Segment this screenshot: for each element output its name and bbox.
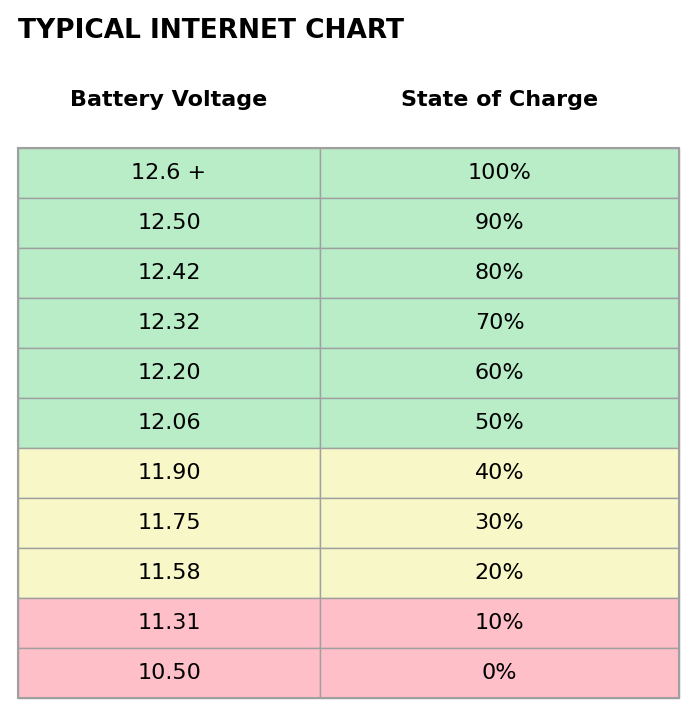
Text: 90%: 90% (475, 213, 524, 233)
Text: 80%: 80% (475, 263, 524, 283)
Text: 11.90: 11.90 (137, 463, 201, 483)
Bar (320, 148, 679, 198)
Text: TYPICAL INTERNET CHART: TYPICAL INTERNET CHART (18, 18, 404, 44)
Text: 60%: 60% (475, 363, 524, 383)
Bar (18, 248, 320, 298)
Bar (18, 548, 320, 598)
Text: 10%: 10% (475, 613, 524, 633)
Bar (320, 448, 679, 498)
Text: 20%: 20% (475, 563, 524, 583)
Text: 40%: 40% (475, 463, 524, 483)
Bar (320, 598, 679, 648)
Bar (320, 398, 679, 448)
Text: 11.31: 11.31 (137, 613, 201, 633)
Bar (18, 348, 320, 398)
Bar (18, 598, 320, 648)
Text: State of Charge: State of Charge (401, 90, 599, 110)
Text: 11.75: 11.75 (137, 513, 201, 533)
Text: Battery Voltage: Battery Voltage (70, 90, 268, 110)
Bar (320, 248, 679, 298)
Bar (18, 148, 679, 698)
Bar (320, 498, 679, 548)
Text: 12.32: 12.32 (137, 313, 201, 333)
Bar (18, 498, 320, 548)
Text: 100%: 100% (468, 163, 531, 183)
Text: 12.20: 12.20 (137, 363, 201, 383)
Bar (320, 648, 679, 698)
Text: 30%: 30% (475, 513, 524, 533)
Text: 12.6 +: 12.6 + (132, 163, 206, 183)
Text: 10.50: 10.50 (137, 663, 201, 683)
Text: 11.58: 11.58 (137, 563, 201, 583)
Text: 0%: 0% (482, 663, 517, 683)
Bar (320, 548, 679, 598)
Bar (320, 198, 679, 248)
Bar (18, 298, 320, 348)
Text: 12.50: 12.50 (137, 213, 201, 233)
Text: 12.06: 12.06 (137, 413, 201, 433)
Bar (18, 198, 320, 248)
Text: 50%: 50% (475, 413, 524, 433)
Bar (320, 348, 679, 398)
Bar (18, 148, 320, 198)
Text: 70%: 70% (475, 313, 524, 333)
Bar (18, 398, 320, 448)
Bar (18, 448, 320, 498)
Bar (18, 648, 320, 698)
Bar (320, 298, 679, 348)
Text: 12.42: 12.42 (137, 263, 201, 283)
